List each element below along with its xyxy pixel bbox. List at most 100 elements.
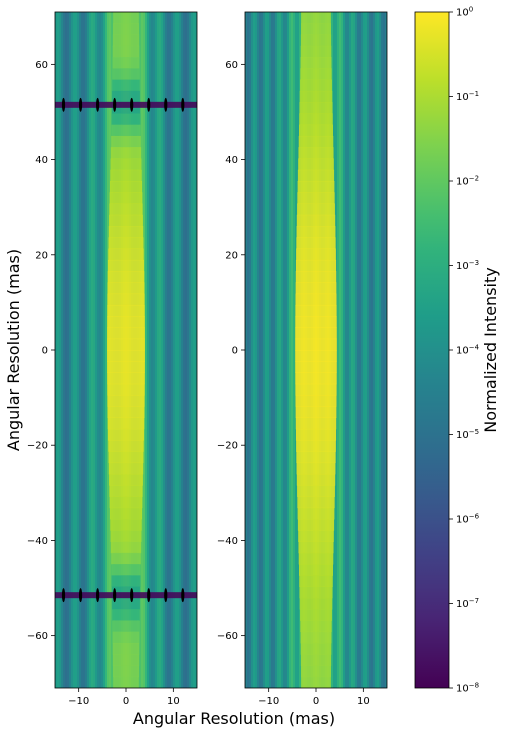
left-heatmap-panel: −10 0 10 −60 −40 −20 0 20 40 60	[27, 11, 198, 707]
x-tick-label: 10	[167, 696, 180, 707]
heatmap-column	[275, 12, 278, 688]
colorbar-tick-label: 10−6	[456, 513, 480, 526]
left-heatmap-image	[55, 12, 197, 688]
colorbar-tick-label: 10−3	[456, 259, 479, 272]
colorbar-label: Normalized Intensity	[481, 267, 500, 432]
heatmap-column	[353, 12, 356, 688]
heatmap-column	[291, 12, 294, 688]
heatmap-column	[365, 12, 368, 688]
heatmap-core-segment	[109, 507, 143, 520]
heatmap-core-segment	[301, 12, 331, 24]
heatmap-core-segment	[296, 473, 336, 486]
heatmap-column	[147, 12, 150, 688]
heatmap-core-segment	[300, 79, 332, 92]
heatmap-column	[249, 12, 252, 688]
heatmap-core-segment	[110, 530, 142, 542]
heatmap-column	[91, 12, 94, 688]
heatmap-column	[349, 12, 352, 688]
heatmap-column	[181, 12, 184, 688]
heatmap-core-segment	[299, 586, 333, 599]
heatmap-core-segment	[112, 654, 140, 666]
heatmap-column	[341, 12, 344, 688]
heatmap-core-segment	[295, 304, 337, 317]
heatmap-column	[61, 12, 64, 688]
heatmap-column	[257, 12, 260, 688]
heatmap-column	[95, 12, 98, 688]
dark-node	[164, 588, 168, 603]
heatmap-core-segment	[300, 631, 332, 644]
heatmap-core-segment	[298, 147, 334, 159]
heatmap-core-segment	[299, 90, 333, 103]
heatmap-core-segment	[107, 361, 145, 373]
heatmap-column	[273, 12, 276, 688]
heatmap-column	[361, 12, 364, 688]
heatmap-core-segment	[301, 23, 331, 35]
heatmap-core-segment	[111, 575, 141, 587]
heatmap-core-segment	[111, 564, 141, 576]
heatmap-column	[193, 12, 196, 688]
heatmap-column	[73, 12, 76, 688]
y-tick-label: 0	[232, 346, 238, 357]
heatmap-column	[167, 12, 170, 688]
y-tick-label: 20	[225, 250, 238, 261]
heatmap-core-segment	[107, 350, 145, 362]
heatmap-core-segment	[112, 23, 139, 35]
heatmap-column	[183, 12, 186, 688]
heatmap-core-segment	[297, 181, 335, 193]
heatmap-core-segment	[111, 113, 141, 126]
y-tick-label: −60	[27, 631, 48, 642]
y-tick-label: −20	[27, 441, 48, 452]
heatmap-column	[369, 12, 372, 688]
heatmap-core-segment	[300, 57, 332, 69]
heatmap-column	[287, 12, 290, 688]
heatmap-column	[277, 12, 280, 688]
heatmap-core-segment	[107, 271, 145, 283]
colorbar: 100 10−1 10−2 10−3 10−4 10−5 10−6 10−7 10−8 Norm…	[414, 6, 500, 695]
dark-node	[181, 97, 185, 112]
colorbar-tick-label: 10−8	[456, 682, 479, 695]
y-tick-label: 40	[35, 155, 48, 166]
right-heatmap-image	[245, 12, 387, 688]
heatmap-core-segment	[113, 676, 139, 688]
heatmap-core-segment	[112, 597, 140, 610]
heatmap-core-segment	[108, 428, 144, 441]
heatmap-column	[195, 12, 197, 688]
heatmap-core-segment	[110, 519, 142, 531]
heatmap-core-segment	[112, 631, 140, 644]
heatmap-core-segment	[300, 620, 332, 633]
heatmap-column	[71, 12, 74, 688]
dark-node	[113, 588, 117, 603]
heatmap-core-segment	[295, 383, 337, 396]
heatmap-core-segment	[107, 395, 145, 407]
heatmap-column	[279, 12, 282, 688]
heatmap-column	[377, 12, 380, 688]
dark-node	[61, 588, 66, 603]
dark-node	[113, 97, 117, 112]
heatmap-column	[373, 12, 376, 688]
heatmap-core-segment	[297, 485, 335, 497]
heatmap-core-segment	[297, 519, 335, 531]
dark-node	[96, 97, 100, 112]
heatmap-core-segment	[112, 90, 140, 103]
y-tick-label: 60	[35, 60, 48, 71]
dark-node	[147, 97, 151, 112]
heatmap-column	[97, 12, 100, 688]
heatmap-column	[339, 12, 342, 688]
y-tick-label: 60	[225, 60, 238, 71]
heatmap-column	[103, 12, 106, 688]
heatmap-core-segment	[107, 327, 145, 340]
heatmap-core-segment	[299, 102, 333, 114]
heatmap-column	[253, 12, 256, 688]
heatmap-column	[385, 12, 387, 688]
dark-node	[181, 588, 185, 603]
dark-node	[130, 588, 134, 603]
heatmap-core-segment	[107, 383, 145, 396]
heatmap-column	[283, 12, 286, 688]
heatmap-column	[247, 12, 250, 688]
y-axis-label: Angular Resolution (mas)	[4, 249, 23, 451]
heatmap-column	[269, 12, 272, 688]
heatmap-column	[355, 12, 358, 688]
heatmap-column	[153, 12, 156, 688]
heatmap-column	[159, 12, 162, 688]
